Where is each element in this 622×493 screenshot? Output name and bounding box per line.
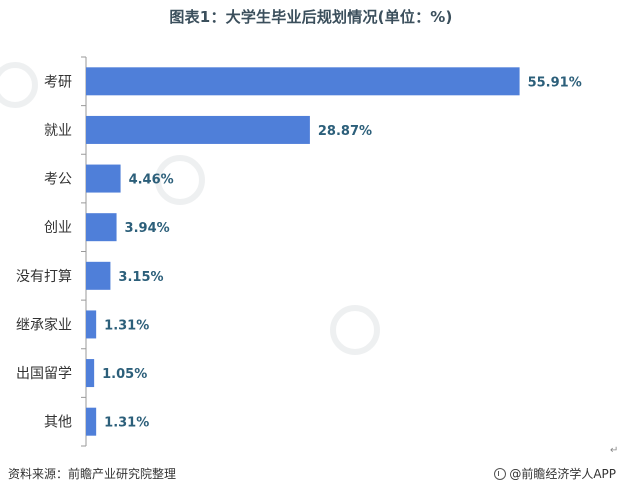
value-label: 3.94% <box>125 221 170 236</box>
bar <box>86 213 117 242</box>
value-label: 1.31% <box>104 318 149 333</box>
category-label: 考研 <box>44 74 72 90</box>
return-mark-icon: ↵ <box>610 445 619 456</box>
brand-credit-text: @前瞻经济学人APP <box>509 467 616 481</box>
value-label: 28.87% <box>318 124 372 139</box>
source-note: 资料来源：前瞻产业研究院整理 <box>8 467 177 481</box>
bar <box>86 261 111 290</box>
value-label: 1.31% <box>104 416 149 431</box>
bar <box>86 164 121 193</box>
value-label: 1.05% <box>102 367 147 382</box>
bar <box>86 310 97 339</box>
category-label: 就业 <box>44 123 72 139</box>
value-label: 4.46% <box>129 173 174 188</box>
category-label: 继承家业 <box>16 316 72 333</box>
value-label: 3.15% <box>118 270 163 285</box>
brand-credit: @前瞻经济学人APP <box>494 465 616 482</box>
category-label: 没有打算 <box>16 268 72 285</box>
value-label: 55.91% <box>528 75 582 90</box>
brand-logo-icon <box>494 467 507 480</box>
category-label: 考公 <box>44 172 72 188</box>
bar <box>86 115 310 144</box>
bar <box>86 67 520 96</box>
bar <box>86 359 95 388</box>
category-label: 出国留学 <box>16 366 72 382</box>
bar <box>86 407 97 436</box>
category-label: 其他 <box>44 415 72 431</box>
category-label: 创业 <box>44 220 72 236</box>
chart-title: 图表1：大学生毕业后规划情况(单位：%) <box>169 8 453 26</box>
